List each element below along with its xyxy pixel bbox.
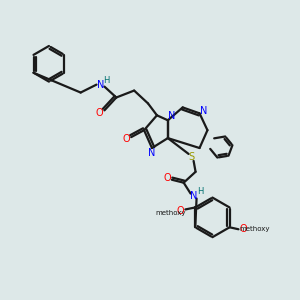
Text: O: O	[163, 173, 171, 183]
Text: O: O	[122, 134, 130, 144]
Text: H: H	[103, 76, 110, 85]
Text: N: N	[97, 80, 104, 90]
Text: S: S	[188, 152, 195, 162]
Text: O: O	[177, 206, 184, 216]
Text: methoxy: methoxy	[155, 210, 186, 216]
Text: N: N	[200, 106, 207, 116]
Text: N: N	[148, 148, 156, 158]
Text: O: O	[96, 108, 103, 118]
Text: O: O	[240, 224, 247, 234]
Text: H: H	[197, 187, 204, 196]
Text: methoxy: methoxy	[239, 226, 270, 232]
Text: N: N	[190, 190, 197, 201]
Text: N: N	[168, 111, 176, 121]
